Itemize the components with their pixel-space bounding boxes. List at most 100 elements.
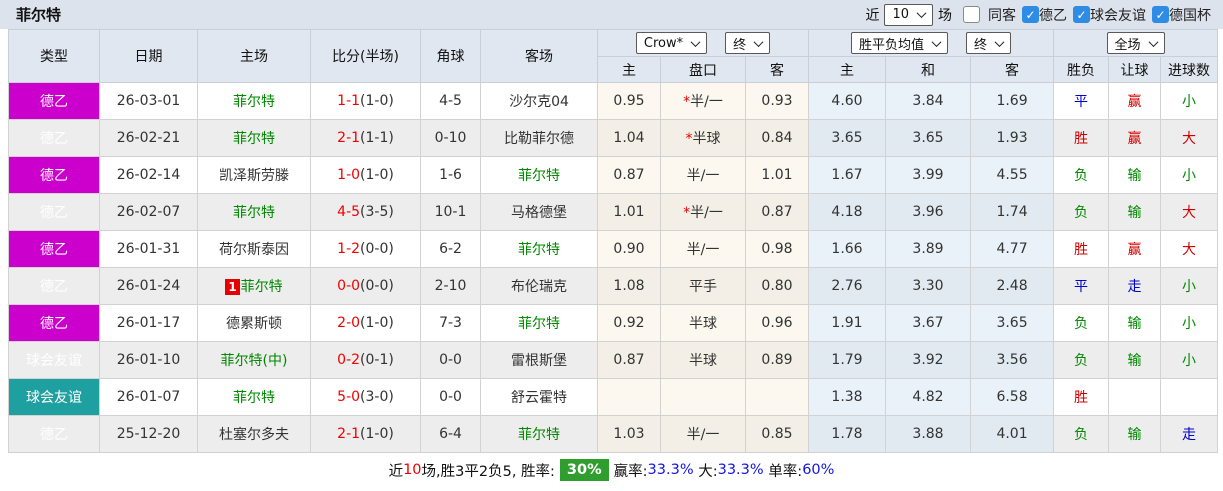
cell-odds-home: 1.01 xyxy=(597,193,661,231)
cell-corners: 6-2 xyxy=(420,230,481,268)
cell-date: 26-03-01 xyxy=(99,82,198,120)
cell-mean-draw: 3.30 xyxy=(885,267,972,305)
cell-handicap xyxy=(660,378,746,416)
cell-mean-draw: 3.88 xyxy=(885,415,972,453)
away-team-name: 菲尔特 xyxy=(518,316,560,332)
cell-mean-draw: 3.96 xyxy=(885,193,972,231)
cell-odds-home: 0.87 xyxy=(597,341,661,379)
cell-league-type: 德乙 xyxy=(8,304,100,342)
cell-date: 26-02-07 xyxy=(99,193,198,231)
cell-odds-away: 0.80 xyxy=(744,267,810,305)
col-header-home: 主场 xyxy=(197,29,311,83)
cell-away-team: 舒云霍特 xyxy=(480,378,598,416)
away-team-name: 沙尔克04 xyxy=(509,94,569,110)
cell-score: 0-2(0-1) xyxy=(310,341,421,379)
odds-time-select[interactable]: 终 xyxy=(725,32,771,54)
odds-company-select[interactable]: Crow* xyxy=(635,32,708,54)
cell-mean-away: 4.01 xyxy=(970,415,1055,453)
cell-handicap-result: 输 xyxy=(1108,341,1162,379)
fulltime-score: 0-2 xyxy=(337,352,361,368)
cell-league-type: 德乙 xyxy=(8,82,100,120)
cell-away-team: 雷根斯堡 xyxy=(480,341,598,379)
sub-header-odds-home: 主 xyxy=(597,56,661,83)
cell-odds-away: 0.93 xyxy=(744,82,810,120)
cell-odds-away: 1.01 xyxy=(744,156,810,194)
halftime-score: (1-0) xyxy=(360,315,394,331)
cell-odds-away: 0.85 xyxy=(744,415,810,453)
sub-header-mean-home: 主 xyxy=(808,56,887,83)
sub-header-result: 胜负 xyxy=(1053,56,1110,83)
cell-goals-result: 小 xyxy=(1160,82,1219,120)
cell-corners: 0-0 xyxy=(420,378,481,416)
sub-header-handicap-result: 让球 xyxy=(1108,56,1162,83)
halftime-score: (0-0) xyxy=(360,241,394,257)
col-header-score: 比分(半场) xyxy=(310,29,421,83)
checkbox-checked-icon[interactable]: ✓ xyxy=(1022,6,1039,23)
cell-goals-result: 大 xyxy=(1160,230,1219,268)
cell-goals-result: 大 xyxy=(1160,193,1219,231)
cell-odds-away: 0.89 xyxy=(744,341,810,379)
checkbox-checked-icon[interactable]: ✓ xyxy=(1073,6,1090,23)
cell-handicap-result: 输 xyxy=(1108,304,1162,342)
cell-odds-away: 0.84 xyxy=(744,119,810,157)
cell-handicap-result: 赢 xyxy=(1108,82,1162,120)
cell-odds-home: 1.08 xyxy=(597,267,661,305)
cell-odds-home: 0.95 xyxy=(597,82,661,120)
cell-mean-away: 1.69 xyxy=(970,82,1055,120)
cell-odds-home: 0.87 xyxy=(597,156,661,194)
recent-count-select[interactable]: 10 xyxy=(884,3,933,26)
handicap-value: 半/一 xyxy=(690,205,723,221)
cell-goals-result: 小 xyxy=(1160,267,1219,305)
footer-text: 60% xyxy=(802,462,835,478)
home-team-name: 凯泽斯劳滕 xyxy=(219,168,289,184)
win-rate-badge: 30% xyxy=(559,459,609,481)
fulltime-score: 2-1 xyxy=(337,426,361,442)
handicap-value: 半球 xyxy=(692,131,721,147)
halftime-score: (1-0) xyxy=(360,93,394,109)
cell-away-team: 马格德堡 xyxy=(480,193,598,231)
sub-header-mean-draw: 和 xyxy=(885,56,972,83)
away-team-name: 菲尔特 xyxy=(518,168,560,184)
cell-handicap: 半/一 xyxy=(660,415,746,453)
cell-home-team: 菲尔特 xyxy=(197,193,311,231)
filter-checkbox-item[interactable]: ✓ 德国杯 xyxy=(1152,5,1211,25)
cell-goals-result xyxy=(1160,378,1219,416)
cell-date: 26-01-10 xyxy=(99,341,198,379)
footer-text: 大: xyxy=(693,463,718,480)
cell-home-team: 1 菲尔特 xyxy=(197,267,311,305)
cell-handicap-result: 赢 xyxy=(1108,230,1162,268)
checkbox-checked-icon[interactable]: ✓ xyxy=(1152,6,1169,23)
cell-goals-result: 小 xyxy=(1160,304,1219,342)
cell-odds-away xyxy=(744,378,810,416)
cell-score: 0-0(0-0) xyxy=(310,267,421,305)
filter-checkbox-item[interactable]: ✓ 德乙 xyxy=(1022,5,1067,25)
cell-mean-home: 1.66 xyxy=(808,230,887,268)
filter-checkbox-item[interactable]: ✓ 球会友谊 xyxy=(1073,5,1146,25)
cell-league-type: 德乙 xyxy=(8,230,100,268)
result-group-header: 全场 xyxy=(1053,29,1219,57)
footer-text: 赢率: xyxy=(613,463,648,480)
filter-controls: 近 10 场 同客 ✓ 德乙 ✓ 球会友谊 ✓ 德国杯 xyxy=(865,3,1211,26)
cell-handicap-result: 输 xyxy=(1108,193,1162,231)
cell-result: 负 xyxy=(1053,304,1110,342)
mean-time-select[interactable]: 终 xyxy=(966,32,1012,54)
cell-home-team: 菲尔特 xyxy=(197,378,311,416)
away-team-name: 雷根斯堡 xyxy=(511,353,567,369)
cell-mean-draw: 3.84 xyxy=(885,82,972,120)
halftime-score: (0-1) xyxy=(360,352,394,368)
mean-type-select[interactable]: 胜平负均值 xyxy=(851,32,949,54)
cell-score: 1-0(1-0) xyxy=(310,156,421,194)
table-row: 德乙 26-01-24 1 菲尔特 0-0(0-0) 2-10 布伦瑞克 1.08… xyxy=(8,267,1219,305)
filter-checkbox-item[interactable]: 同客 xyxy=(963,5,1016,25)
cell-mean-away: 3.65 xyxy=(970,304,1055,342)
table-row: 德乙 26-02-14 凯泽斯劳滕 1-0(1-0) 1-6 菲尔特 0.87 … xyxy=(8,156,1219,194)
cell-league-type: 德乙 xyxy=(8,267,100,305)
star-mark: * xyxy=(683,94,691,110)
chevron-down-icon xyxy=(1148,36,1158,47)
cell-mean-away: 4.77 xyxy=(970,230,1055,268)
cell-handicap: *半/一 xyxy=(660,82,746,120)
checkbox-unchecked-icon[interactable] xyxy=(963,6,980,23)
cell-result: 胜 xyxy=(1053,230,1110,268)
cell-mean-draw: 3.99 xyxy=(885,156,972,194)
scope-select[interactable]: 全场 xyxy=(1106,32,1165,54)
